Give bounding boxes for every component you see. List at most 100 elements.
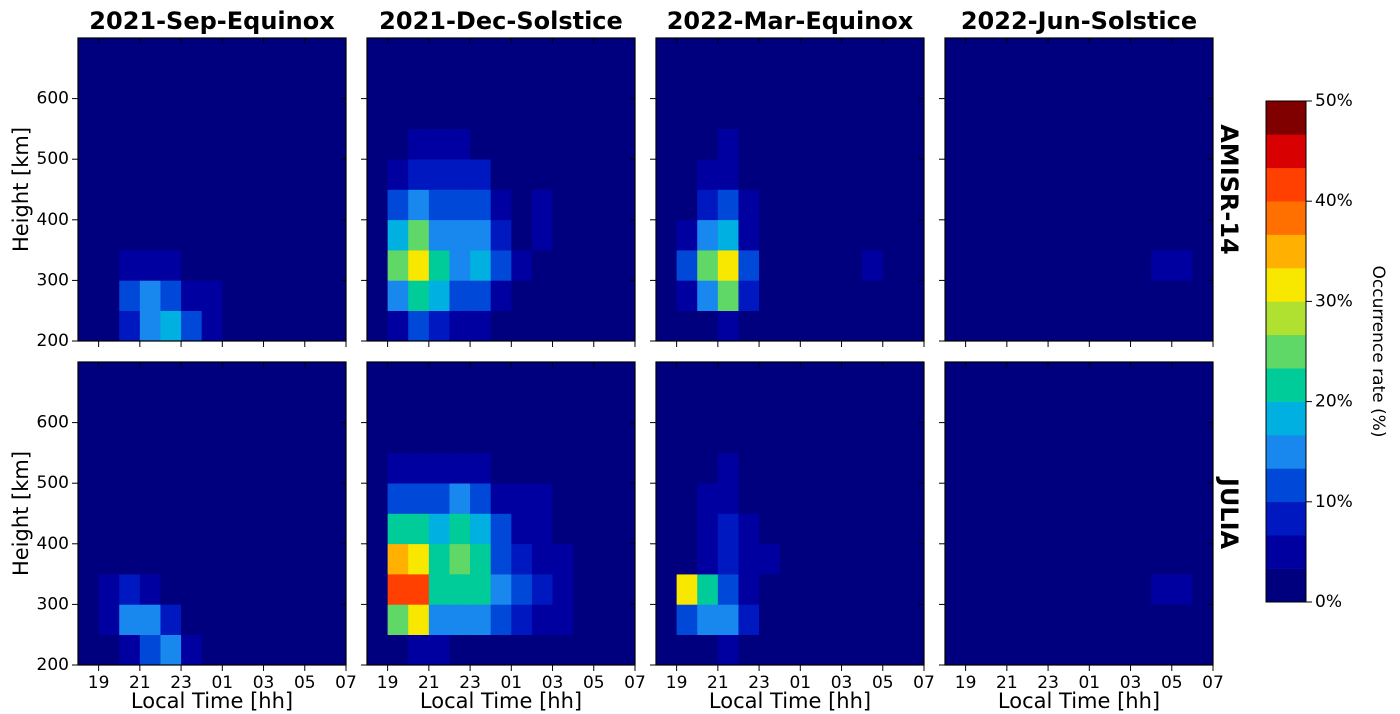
heat-cell [98,38,120,69]
heat-cell [222,128,244,160]
heat-cell [1130,310,1152,342]
heat-cell [552,250,574,281]
heat-cell [676,250,698,281]
heat-cell [1068,452,1090,484]
heat-cell [965,280,987,311]
heat-cell [1089,310,1111,342]
heat-cell [552,159,574,190]
heat-cell [119,452,141,484]
heat-cell [119,483,141,514]
heat-cell [1048,128,1069,160]
heat-cell [820,362,842,393]
heat-cell [181,362,202,393]
heat-cell [531,452,553,484]
heat-cell [531,128,553,160]
heat-cell [738,310,760,342]
heat-cell [139,98,161,130]
heat-cell [1089,452,1111,484]
heat-cell [862,422,884,454]
heat-cell [759,483,780,514]
heat-cell [222,250,244,281]
heat-cell [779,422,801,454]
heat-cell [119,543,141,575]
heat-cell [98,159,120,190]
heat-cell [779,189,801,221]
heat-cell [222,543,244,575]
heat-cell [1089,513,1111,545]
heat-cell [614,362,636,393]
heat-cell [841,219,863,251]
heat-cell [717,128,739,160]
heat-cell [1048,543,1069,575]
heat-cell [1048,634,1069,666]
heat-cell [841,98,863,130]
heat-cell [945,219,966,251]
heat-cell [98,574,120,605]
heat-cell [656,310,677,342]
heat-cell [1006,604,1028,635]
heat-cell [945,574,966,605]
heat-cell [697,543,719,575]
heat-cell [903,280,925,311]
heat-cell [965,68,987,99]
heat-cell [408,362,430,393]
heat-cell [882,98,904,130]
heat-cell [531,38,553,69]
heat-cell [759,513,780,545]
heat-cell [1027,250,1049,281]
heat-cell [759,362,780,393]
heat-cell [1130,98,1152,130]
heat-cell [593,159,615,190]
heat-cell [201,310,223,342]
heat-cell [325,513,347,545]
heat-cell [1006,128,1028,160]
heat-cell [511,280,533,311]
heat-cell [573,159,595,190]
heat-cell [449,310,471,342]
heat-cell [614,543,636,575]
heat-cell [98,362,120,393]
heat-cell [222,452,244,484]
heat-cell [614,422,636,454]
heat-cell [387,574,409,605]
heat-cell [1151,250,1173,281]
x-tick-label: 05 [294,673,316,693]
heat-cell [1027,574,1049,605]
heat-cell [470,310,491,342]
heat-cell [779,362,801,393]
heat-cell [367,574,388,605]
heat-cell [449,452,471,484]
heat-cell [531,189,553,221]
colorbar-band [1266,535,1306,569]
heat-cell [1151,483,1173,514]
heat-cell [490,574,512,605]
heat-cell [573,189,595,221]
heat-cell [119,250,141,281]
heat-cell [325,543,347,575]
heat-cell [779,392,801,423]
heat-cell [1171,38,1193,69]
heat-cell [119,634,141,666]
heat-cell [882,483,904,514]
y-tick-label: 500 [37,473,69,493]
heat-cell [304,483,326,514]
heat-cell [428,362,450,393]
heat-cell [531,543,553,575]
heat-cell [1068,68,1090,99]
heat-cell [428,452,450,484]
heat-cell [1068,513,1090,545]
heat-cell [470,38,491,69]
heat-cell [98,422,120,454]
heat-cell [820,38,842,69]
heat-cell [428,98,450,130]
heat-cell [119,362,141,393]
heat-cell [1171,128,1193,160]
heat-cell [965,543,987,575]
heat-cell [1171,634,1193,666]
heat-cell [263,604,285,635]
heat-cell [139,604,161,635]
heat-cell [965,452,987,484]
heat-cell [1048,392,1069,423]
heat-cell [531,98,553,130]
heat-cell [841,159,863,190]
